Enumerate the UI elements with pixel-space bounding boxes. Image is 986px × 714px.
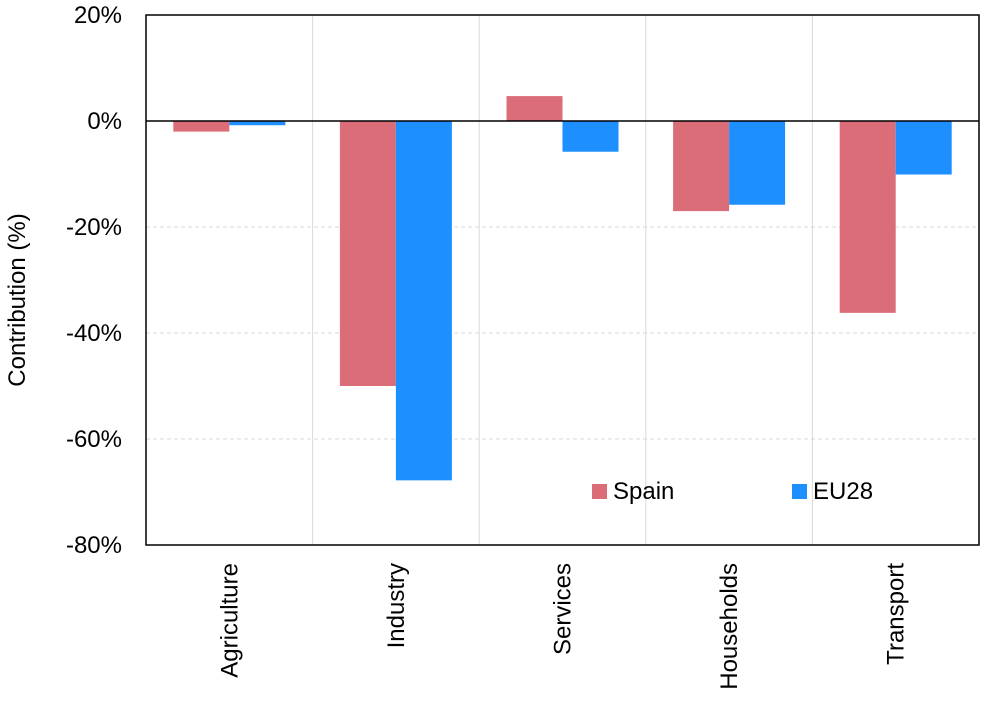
x-category-label: Transport: [883, 563, 910, 665]
y-axis-title: Contribution (%): [4, 213, 31, 386]
y-tick-label: -60%: [66, 426, 122, 453]
bar-spain-transport: [839, 121, 896, 313]
y-tick-label: 20%: [74, 2, 122, 29]
x-category-label: Industry: [383, 563, 410, 648]
bar-eu28-services: [562, 121, 619, 152]
bars: [173, 96, 952, 481]
y-tick-label: -80%: [66, 532, 122, 559]
y-tick-label: 0%: [87, 108, 122, 135]
x-category-label: Agriculture: [216, 563, 243, 678]
bar-spain-industry: [339, 121, 396, 386]
y-tick-labels: 20% 0% -20% -40% -60% -80%: [66, 2, 122, 559]
legend-swatch-spain: [592, 484, 607, 499]
bar-eu28-agriculture: [229, 121, 286, 126]
legend-swatch-eu28: [792, 484, 807, 499]
x-category-label: Services: [550, 563, 577, 655]
bar-eu28-industry: [395, 121, 452, 481]
legend-label-spain: Spain: [613, 478, 674, 505]
bar-eu28-households: [729, 121, 786, 205]
bar-eu28-transport: [895, 121, 952, 175]
bar-spain-agriculture: [173, 121, 230, 132]
x-category-label: Households: [716, 563, 743, 690]
plot-frame: [145, 14, 980, 546]
x-tick-labels: Agriculture Industry Services Households Tra…: [216, 563, 909, 690]
axes: [145, 14, 980, 546]
y-tick-label: -20%: [66, 214, 122, 241]
legend-label-eu28: EU28: [813, 478, 873, 505]
bar-spain-services: [506, 96, 563, 121]
bar-spain-households: [673, 121, 730, 212]
legend: Spain EU28: [592, 478, 873, 505]
y-tick-label: -40%: [66, 320, 122, 347]
